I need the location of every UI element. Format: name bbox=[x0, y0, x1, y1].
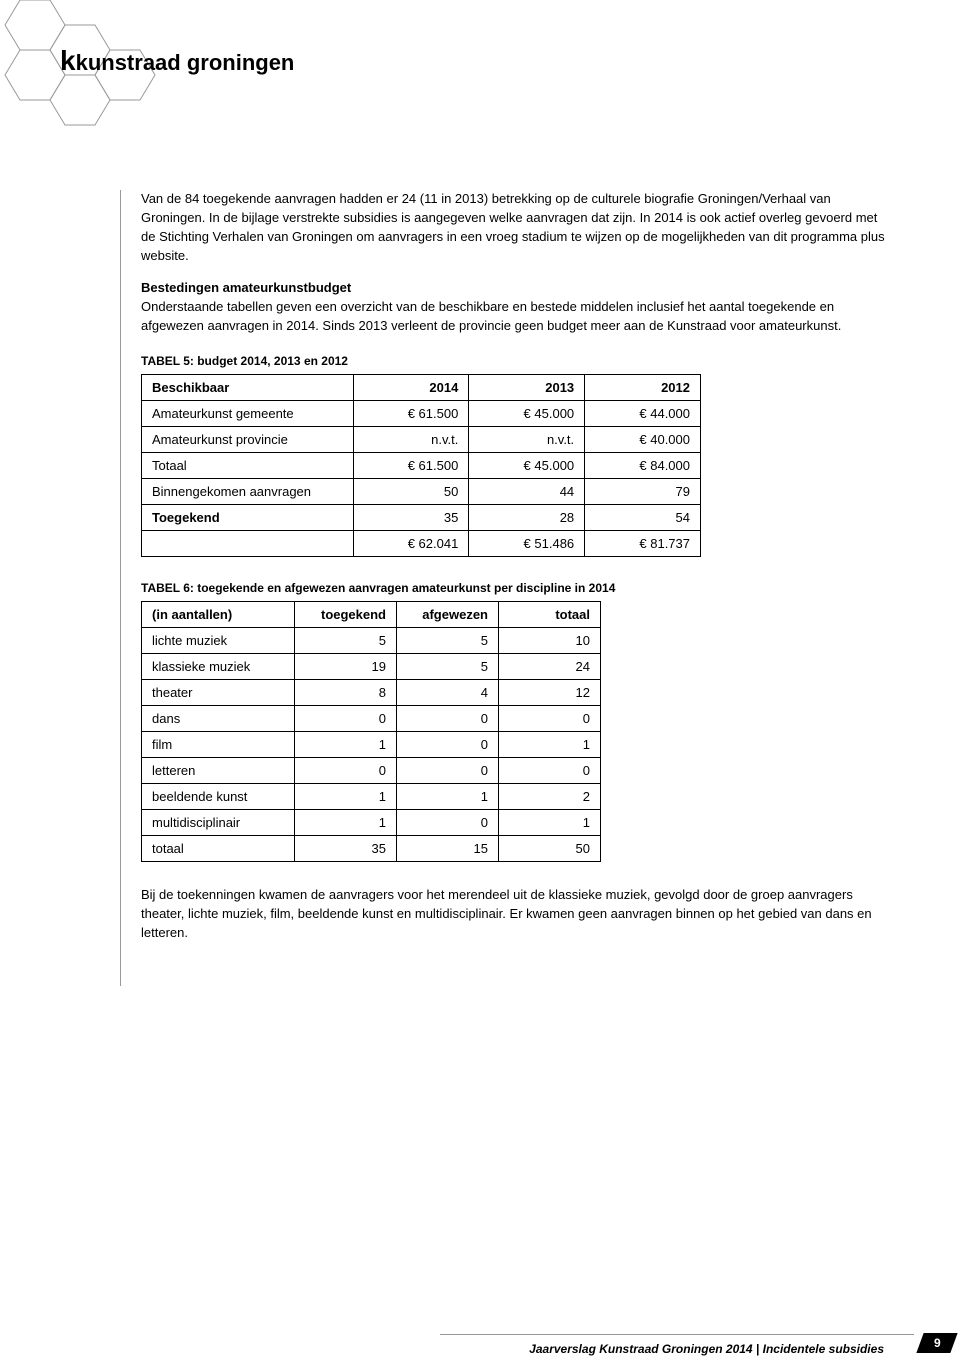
table-cell: theater bbox=[142, 679, 295, 705]
table-cell: dans bbox=[142, 705, 295, 731]
table-row: dans000 bbox=[142, 705, 601, 731]
table-cell: 24 bbox=[499, 653, 601, 679]
table-cell: 35 bbox=[295, 835, 397, 861]
table-row: totaal351550 bbox=[142, 835, 601, 861]
table-cell: 1 bbox=[397, 783, 499, 809]
table-row: Toegekend352854 bbox=[142, 504, 701, 530]
table-cell bbox=[142, 530, 354, 556]
table-cell: 50 bbox=[499, 835, 601, 861]
table-cell: Totaal bbox=[142, 452, 354, 478]
table-row: Totaal€ 61.500€ 45.000€ 84.000 bbox=[142, 452, 701, 478]
column-header: (in aantallen) bbox=[142, 601, 295, 627]
table-cell: € 61.500 bbox=[353, 452, 469, 478]
table-cell: klassieke muziek bbox=[142, 653, 295, 679]
table-cell: n.v.t. bbox=[353, 426, 469, 452]
table-row: film101 bbox=[142, 731, 601, 757]
table-row: letteren000 bbox=[142, 757, 601, 783]
table-row: Amateurkunst provincien.v.t.n.v.t.€ 40.0… bbox=[142, 426, 701, 452]
table-cell: € 51.486 bbox=[469, 530, 585, 556]
paragraph-bestedingen: Bestedingen amateurkunstbudget Onderstaa… bbox=[141, 279, 890, 336]
table-cell: Amateurkunst gemeente bbox=[142, 400, 354, 426]
table-cell: 0 bbox=[499, 757, 601, 783]
table-cell: 5 bbox=[397, 653, 499, 679]
table-cell: 54 bbox=[585, 504, 701, 530]
table-cell: 1 bbox=[499, 809, 601, 835]
table-cell: 0 bbox=[397, 705, 499, 731]
table-row: lichte muziek5510 bbox=[142, 627, 601, 653]
column-header: Beschikbaar bbox=[142, 374, 354, 400]
table-cell: € 45.000 bbox=[469, 400, 585, 426]
table-cell: 12 bbox=[499, 679, 601, 705]
table-cell: 79 bbox=[585, 478, 701, 504]
main-content: Van de 84 toegekende aanvragen hadden er… bbox=[120, 190, 890, 986]
table-cell: 8 bbox=[295, 679, 397, 705]
table-row: beeldende kunst112 bbox=[142, 783, 601, 809]
table-budget: Beschikbaar201420132012 Amateurkunst gem… bbox=[141, 374, 701, 557]
table5-caption: TABEL 5: budget 2014, 2013 en 2012 bbox=[141, 354, 890, 368]
column-header: 2013 bbox=[469, 374, 585, 400]
table-cell: 15 bbox=[397, 835, 499, 861]
table-cell: € 44.000 bbox=[585, 400, 701, 426]
table-cell: 0 bbox=[499, 705, 601, 731]
column-header: 2012 bbox=[585, 374, 701, 400]
table-cell: 28 bbox=[469, 504, 585, 530]
table-cell: € 81.737 bbox=[585, 530, 701, 556]
table-cell: Toegekend bbox=[142, 504, 354, 530]
table-cell: € 84.000 bbox=[585, 452, 701, 478]
table-cell: film bbox=[142, 731, 295, 757]
table-row: € 62.041€ 51.486€ 81.737 bbox=[142, 530, 701, 556]
column-header: toegekend bbox=[295, 601, 397, 627]
table-cell: € 61.500 bbox=[353, 400, 469, 426]
table-cell: 0 bbox=[397, 757, 499, 783]
footer: Jaarverslag Kunstraad Groningen 2014 | I… bbox=[440, 1334, 914, 1356]
table-cell: 50 bbox=[353, 478, 469, 504]
text-bestedingen: Onderstaande tabellen geven een overzich… bbox=[141, 299, 841, 333]
table-cell: 10 bbox=[499, 627, 601, 653]
footer-text: Jaarverslag Kunstraad Groningen 2014 | I… bbox=[529, 1342, 884, 1356]
table-row: klassieke muziek19524 bbox=[142, 653, 601, 679]
table-row: multidisciplinair101 bbox=[142, 809, 601, 835]
table-cell: € 62.041 bbox=[353, 530, 469, 556]
table-discipline: (in aantallen)toegekendafgewezentotaal l… bbox=[141, 601, 601, 862]
table-cell: 5 bbox=[295, 627, 397, 653]
paragraph-intro: Van de 84 toegekende aanvragen hadden er… bbox=[141, 190, 890, 265]
table-cell: 1 bbox=[295, 731, 397, 757]
table-cell: 44 bbox=[469, 478, 585, 504]
table-cell: 1 bbox=[499, 731, 601, 757]
table-cell: Amateurkunst provincie bbox=[142, 426, 354, 452]
table-cell: 0 bbox=[295, 757, 397, 783]
column-header: 2014 bbox=[353, 374, 469, 400]
table-cell: 0 bbox=[295, 705, 397, 731]
table-cell: 1 bbox=[295, 809, 397, 835]
table-cell: totaal bbox=[142, 835, 295, 861]
logo-text: kunstraad groningen bbox=[76, 50, 295, 75]
column-header: totaal bbox=[499, 601, 601, 627]
table-cell: Binnengekomen aanvragen bbox=[142, 478, 354, 504]
heading-bestedingen: Bestedingen amateurkunstbudget bbox=[141, 280, 351, 295]
table-cell: 19 bbox=[295, 653, 397, 679]
table-cell: € 45.000 bbox=[469, 452, 585, 478]
table-cell: 1 bbox=[295, 783, 397, 809]
table-cell: 5 bbox=[397, 627, 499, 653]
hex-decoration bbox=[0, 0, 200, 160]
logo: kkunstraad groningen bbox=[60, 45, 294, 77]
table-cell: 0 bbox=[397, 809, 499, 835]
paragraph-conclusion: Bij de toekenningen kwamen de aanvragers… bbox=[141, 886, 890, 943]
table-cell: beeldende kunst bbox=[142, 783, 295, 809]
table-cell: 4 bbox=[397, 679, 499, 705]
table-cell: € 40.000 bbox=[585, 426, 701, 452]
table-cell: 0 bbox=[397, 731, 499, 757]
table-row: Amateurkunst gemeente€ 61.500€ 45.000€ 4… bbox=[142, 400, 701, 426]
table6-caption: TABEL 6: toegekende en afgewezen aanvrag… bbox=[141, 581, 890, 595]
table-cell: lichte muziek bbox=[142, 627, 295, 653]
table-row: theater8412 bbox=[142, 679, 601, 705]
table-row: Binnengekomen aanvragen504479 bbox=[142, 478, 701, 504]
table-cell: multidisciplinair bbox=[142, 809, 295, 835]
table-cell: letteren bbox=[142, 757, 295, 783]
table-cell: n.v.t. bbox=[469, 426, 585, 452]
table-cell: 2 bbox=[499, 783, 601, 809]
table-cell: 35 bbox=[353, 504, 469, 530]
column-header: afgewezen bbox=[397, 601, 499, 627]
page-number: 9 bbox=[916, 1333, 957, 1353]
